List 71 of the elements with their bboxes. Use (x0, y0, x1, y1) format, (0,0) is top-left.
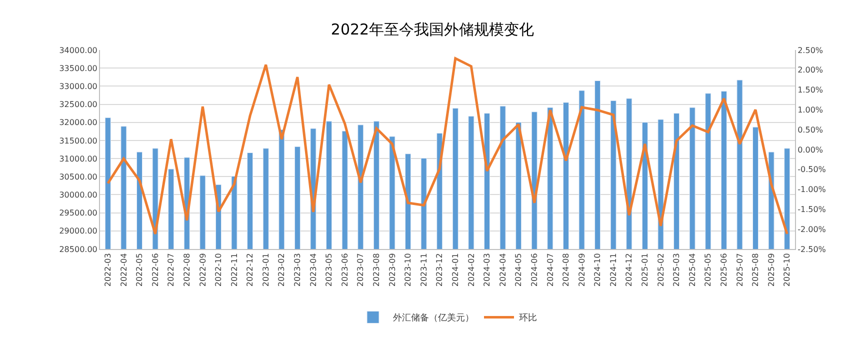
x-tick-label: 2024-09 (577, 253, 586, 287)
x-tick-label: 2025-02 (656, 253, 666, 287)
y2-tick-label: 1.50% (798, 86, 824, 95)
x-tick-label: 2022-08 (182, 253, 192, 287)
y2-tick-label: 2.00% (798, 66, 824, 75)
x-tick-label: 2023-03 (293, 253, 302, 287)
y-tick-label: 33500.00 (59, 64, 98, 73)
legend-label: 环比 (519, 312, 537, 324)
y-tick-label: 32500.00 (59, 100, 98, 110)
y-tick-label: 28500.00 (59, 244, 98, 254)
x-tick-label: 2024-10 (593, 253, 602, 287)
x-tick-label: 2023-06 (340, 253, 350, 287)
y2-tick-label: 0.50% (798, 125, 824, 134)
x-tick-label: 2025-06 (720, 253, 729, 287)
chart-title: 2022年至今我国外储规模变化 (330, 20, 534, 39)
x-tick-label: 2025-08 (751, 253, 760, 287)
x-tick-label: 2024-11 (608, 253, 618, 287)
y-tick-label: 30500.00 (59, 172, 98, 182)
x-tick-label: 2025-07 (735, 253, 744, 287)
x-tick-label: 2024-05 (514, 253, 524, 287)
x-tick-label: 2025-04 (688, 253, 697, 287)
y-tick-label: 31000.00 (59, 154, 98, 164)
x-tick-label: 2024-04 (498, 253, 508, 287)
x-tick-label: 2025-09 (766, 253, 776, 287)
x-tick-label: 2023-12 (435, 253, 444, 287)
x-tick-label: 2022-06 (150, 253, 160, 287)
y-tick-label: 33000.00 (59, 82, 98, 91)
y-tick-label: 32000.00 (59, 118, 98, 128)
x-tick-label: 2024-08 (562, 253, 571, 287)
x-tick-label: 2025-03 (672, 253, 682, 287)
y-tick-label: 31500.00 (59, 136, 98, 146)
y-tick-label: 30000.00 (59, 190, 98, 200)
y-tick-label: 34000.00 (59, 46, 98, 55)
y2-tick-label: -2.00% (798, 224, 826, 234)
y2-tick-label: 0.00% (798, 145, 824, 154)
x-tick-label: 2024-02 (466, 253, 476, 287)
x-tick-label: 2023-01 (261, 253, 270, 287)
x-tick-label: 2022-11 (230, 253, 239, 287)
x-tick-label: 2023-10 (404, 253, 413, 287)
x-tick-label: 2025-10 (782, 253, 792, 287)
x-tick-label: 2022-05 (135, 253, 144, 287)
y2-tick-label: -0.50% (798, 165, 826, 174)
x-tick-label: 2024-12 (624, 253, 634, 287)
y2-tick-label: -2.50% (798, 244, 826, 254)
x-tick-label: 2022-12 (246, 253, 255, 287)
x-tick-label: 2022-09 (198, 253, 208, 287)
x-tick-label: 2022-03 (104, 253, 112, 287)
x-tick-label: 2022-04 (119, 253, 128, 287)
x-tick-label: 2022-10 (214, 253, 224, 287)
x-tick-label: 2023-09 (388, 253, 397, 287)
x-tick-label: 2023-02 (277, 253, 286, 287)
legend-label: 外汇储备（亿美元） (393, 312, 474, 324)
y2-tick-label: 1.00% (798, 106, 824, 114)
y2-tick-label: 2.50% (798, 46, 824, 55)
x-tick-label: 2024-07 (546, 253, 555, 287)
x-tick-label: 2024-03 (482, 253, 492, 287)
x-tick-label: 2025-01 (640, 253, 650, 287)
x-tick-label: 2024-01 (451, 253, 460, 287)
x-tick-label: 2023-11 (419, 253, 428, 287)
x-tick-label: 2023-08 (372, 253, 382, 287)
x-tick-label: 2023-07 (356, 253, 366, 287)
y-tick-label: 29000.00 (59, 226, 98, 236)
x-tick-label: 2025-05 (704, 253, 713, 287)
y2-tick-label: -1.50% (798, 205, 826, 214)
y2-tick-label: -1.00% (798, 185, 826, 194)
line-series (106, 57, 788, 236)
x-tick-label: 2023-05 (324, 253, 334, 287)
x-tick-label: 2024-06 (530, 253, 539, 287)
x-tick-label: 2023-04 (308, 253, 318, 287)
x-tick-label: 2022-07 (166, 253, 176, 287)
y-tick-label: 29500.00 (59, 208, 98, 218)
